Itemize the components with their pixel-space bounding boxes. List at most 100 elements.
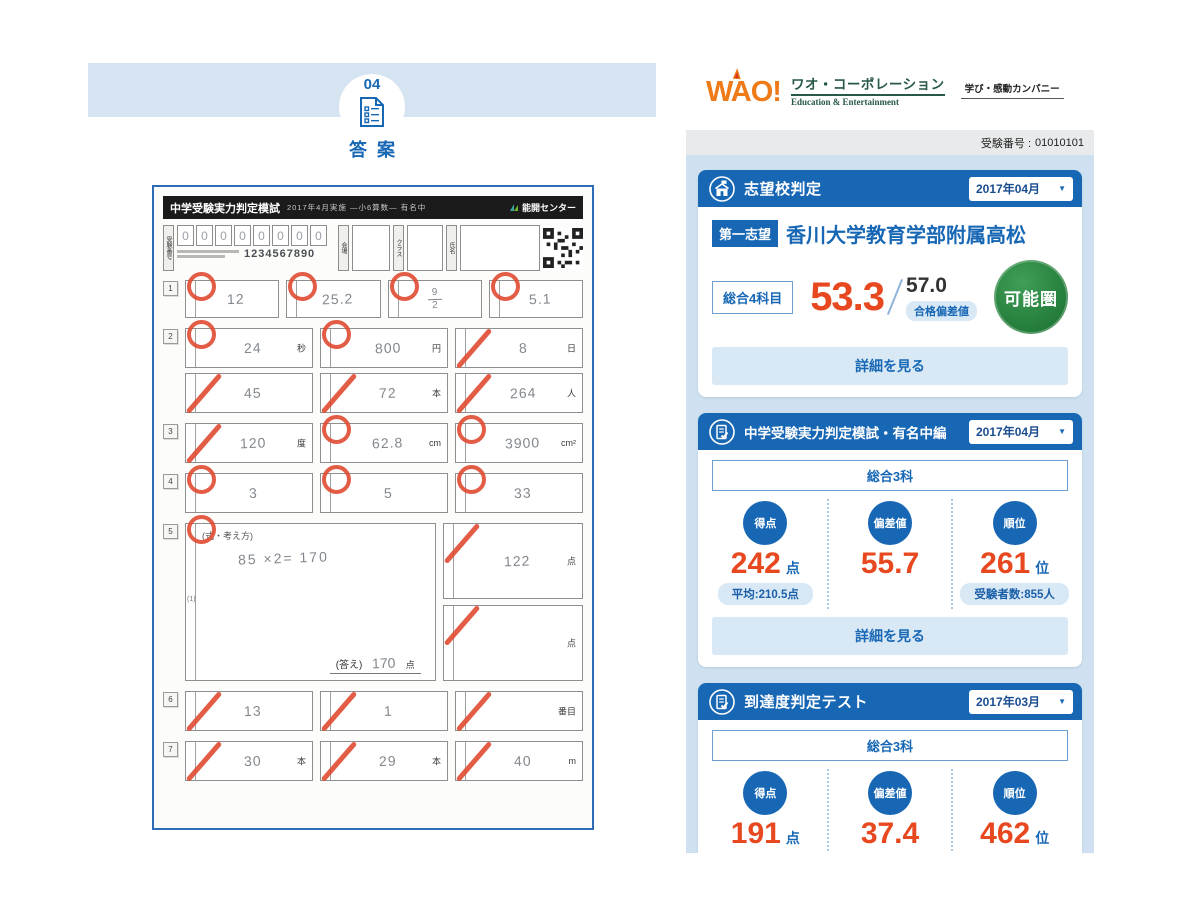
score-margin-column <box>321 742 331 780</box>
company-name: ワオ・コーポレーション <box>790 73 945 96</box>
correct-circle-mark <box>288 272 318 301</box>
side-answer-column: 122 点点 <box>442 522 583 681</box>
period-value: 2017年03月 <box>976 695 1041 709</box>
handwritten-answer: 13 <box>243 702 263 720</box>
stat-label-badge: 順位 <box>992 501 1037 545</box>
handwritten-answer: 12 <box>227 290 246 308</box>
stat-value: 242 <box>730 547 781 580</box>
digit-instructions-fineprint <box>177 250 239 260</box>
answer-box: 番目 <box>455 690 583 733</box>
score-margin-column <box>456 742 466 780</box>
judgement-text: 可能圏 <box>1004 289 1058 309</box>
exam-no-digit-box: 0 <box>234 225 251 246</box>
question-boxes: 24 秒 800 円 8 日 45 72 本 264 人 <box>185 320 583 415</box>
score-margin-column <box>321 374 331 412</box>
stat-unit: 点 <box>785 830 800 846</box>
work-line: (式・考え方) 85 ×2= 170 (1) (答え) 170 点 122 点点 <box>185 515 583 681</box>
answer-box: 25.2 <box>286 272 381 318</box>
digit-sample: 1234567890 <box>244 248 316 260</box>
venue-cell <box>352 225 390 271</box>
stat-note: 平均:210.5点 <box>717 583 813 605</box>
answer-box: 62.8 cm <box>320 415 448 463</box>
answer-line: 45 72 本 264 人 <box>185 372 583 415</box>
class-label: クラス <box>393 225 404 271</box>
question-number: 4 <box>163 474 178 489</box>
stat-rank: 順位 261 位 受験者数:855人 <box>951 499 1076 609</box>
stat-unit: 点 <box>785 560 800 576</box>
handwritten-answer: 30 <box>243 752 263 770</box>
school-icon <box>709 175 735 202</box>
detail-button[interactable]: 詳細を見る <box>712 347 1068 385</box>
correct-circle-mark <box>187 465 216 494</box>
question-boxes: 120 度 62.8 cm 3900 cm² <box>185 415 583 465</box>
handwritten-answer: 1 <box>383 702 393 720</box>
period-value: 2017年04月 <box>976 425 1041 439</box>
answer-line: 30 本 29 本 40 m <box>185 740 583 783</box>
stat-value: 191 <box>730 817 781 850</box>
handwritten-answer: 45 <box>243 384 263 402</box>
question-boxes: (式・考え方) 85 ×2= 170 (1) (答え) 170 点 122 点点 <box>185 515 583 681</box>
work-area-box: (式・考え方) 85 ×2= 170 (1) (答え) 170 点 <box>185 515 436 681</box>
detail-button[interactable]: 詳細を見る <box>712 617 1068 655</box>
answer-unit: 人 <box>566 388 576 399</box>
handwritten-answer: 5.1 <box>528 290 552 308</box>
period-dropdown[interactable]: 2017年03月 ▼ <box>969 689 1073 714</box>
answer-unit: 本 <box>431 756 441 767</box>
question-boxes: 30 本 29 本 40 m <box>185 740 583 783</box>
pass-deviation-label: 合格偏差値 <box>906 300 978 321</box>
question-number: 3 <box>163 424 178 439</box>
answer-unit: 度 <box>296 438 306 449</box>
handwritten-answer: 40 <box>513 752 533 770</box>
score-margin-column <box>186 374 196 412</box>
handwritten-answer: 170 <box>372 654 396 672</box>
subject-label: 総合4科目 <box>712 280 794 314</box>
answer-unit: 秒 <box>296 343 306 354</box>
handwritten-answer: 62.8 <box>372 434 404 452</box>
question-number: 7 <box>163 742 178 757</box>
answer-unit: 本 <box>296 756 306 767</box>
stat-deviation: 偏差値 37.4 <box>826 769 952 853</box>
report-check-icon <box>709 688 735 715</box>
step-number: 04 <box>363 76 381 93</box>
answers-grid: 1 12 25.2 9 2 5.1 2 24 秒 800 円 8 日 45 72 本 264 人 3 120 度 62.8… <box>163 272 583 783</box>
handwritten-answer: 72 <box>378 384 398 402</box>
work-answer-line: (答え) 170 点 <box>329 654 421 674</box>
answer-box: 72 本 <box>320 372 448 415</box>
period-dropdown[interactable]: 2017年04月 ▼ <box>969 419 1073 444</box>
period-dropdown[interactable]: 2017年04月 ▼ <box>969 176 1073 201</box>
subject-label: 総合3科 <box>712 460 1068 491</box>
answer-line: 120 度 62.8 cm 3900 cm² <box>185 415 583 465</box>
stat-score: 得点 242 点 平均:210.5点 <box>704 499 827 609</box>
scanned-answer-sheet: 中学受験実力判定模試 2017年4月実施 ―小6算数― 有名中 能開センター 受… <box>152 185 594 830</box>
question-row-2: 2 24 秒 800 円 8 日 45 72 本 264 人 <box>163 320 583 415</box>
handwritten-work: 85 ×2= 170 <box>237 548 330 568</box>
deviation-score: 53.3 <box>810 274 885 319</box>
answer-box: 120 度 <box>185 422 313 465</box>
correct-circle-mark <box>187 320 216 349</box>
company-subtitle: Education & Entertainment <box>790 96 899 107</box>
nokai-center-logo-icon <box>509 203 518 211</box>
question-boxes: 3 5 33 <box>185 465 583 513</box>
wao-logo: WAO! ワオ・コーポレーション Education & Entertainme… <box>706 67 1064 107</box>
answer-unit: 本 <box>431 388 441 399</box>
score-margin-column <box>444 606 454 680</box>
card-header: 志望校判定 2017年04月 ▼ <box>698 170 1082 207</box>
answer-unit: 日 <box>566 343 576 354</box>
flame-icon <box>732 67 742 80</box>
handwritten-answer: 8 <box>518 339 528 357</box>
correct-circle-mark <box>187 272 216 301</box>
qr-code <box>543 228 583 268</box>
stat-label-badge: 順位 <box>992 771 1037 815</box>
exam-no-digit-box: 0 <box>272 225 289 246</box>
exam-no-digit-box: 0 <box>253 225 270 246</box>
answer-unit: cm² <box>561 438 576 448</box>
card-title: 志望校判定 <box>744 181 822 198</box>
score-margin-column <box>456 692 466 730</box>
name-cell <box>460 225 540 271</box>
